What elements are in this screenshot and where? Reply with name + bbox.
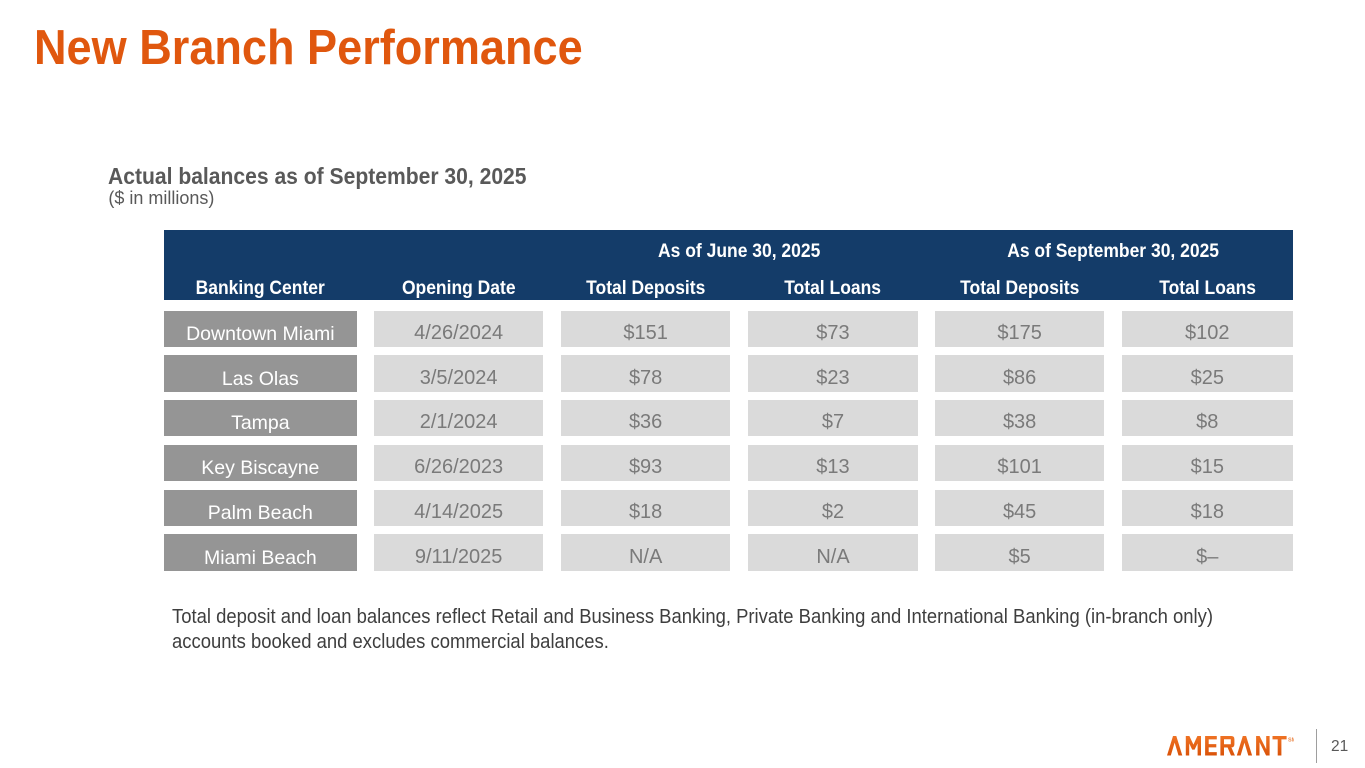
svg-text:SM: SM (1288, 738, 1294, 744)
